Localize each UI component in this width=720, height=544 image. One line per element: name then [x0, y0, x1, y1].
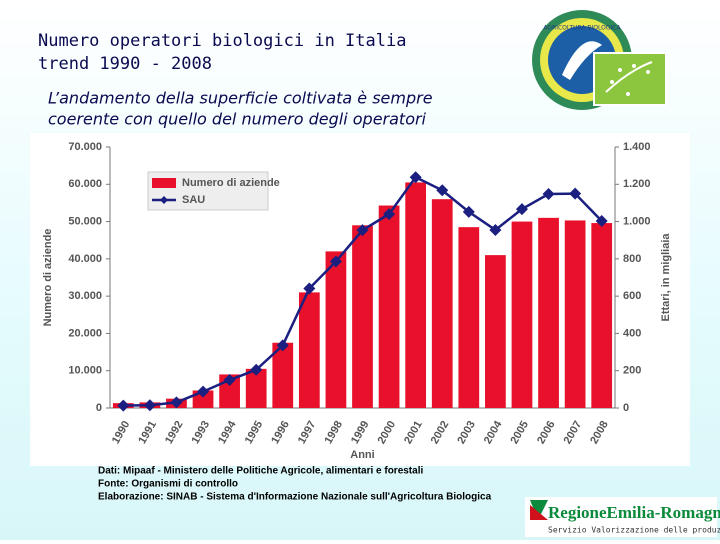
logo-box [525, 497, 717, 537]
legend-label: Numero di aziende [182, 177, 280, 189]
bar [485, 255, 506, 408]
chart: 0 10.000 20.000 30.000 40.000 50.000 60.000 70.… [42, 141, 672, 461]
marker [595, 215, 608, 228]
bar [564, 220, 586, 408]
marker [409, 171, 422, 184]
marker [223, 374, 236, 387]
marker [356, 224, 369, 237]
bar [378, 205, 400, 408]
subtitle: coerente con quello del numero degli ope… [48, 110, 427, 129]
y-tick-label: 40.000 [68, 253, 102, 265]
y-tick-label: 20.000 [68, 327, 102, 339]
footer: Elaborazione: SINAB - Sistema d'Informaz… [98, 492, 492, 503]
marker [250, 363, 263, 376]
logo-caption: Servizio Valorizzazione delle produzioni [548, 526, 720, 535]
title: trend 1990 - 2008 [38, 54, 212, 74]
legend-swatch [152, 178, 176, 188]
y2-axis-title: Ettari, in migliaia [660, 233, 672, 322]
marker [276, 339, 289, 352]
y2-tick-label: 400 [623, 327, 641, 339]
marker [143, 399, 156, 412]
marker [197, 385, 210, 398]
y2-tick-label: 0 [623, 402, 629, 414]
bar [458, 227, 480, 408]
y2-tick-label: 200 [623, 365, 641, 377]
marker [383, 208, 396, 221]
bar [352, 225, 373, 408]
badge-text: AGRICOLTURA BIOLOGICA [543, 25, 621, 32]
bar [405, 182, 427, 408]
y2-tick-label: 600 [623, 290, 641, 302]
footer: Dati: Mipaaf - Ministero delle Politiche… [98, 466, 423, 477]
marker [515, 203, 528, 216]
y-tick-label: 70.000 [68, 141, 102, 153]
marker [569, 187, 582, 200]
title: Numero operatori biologici in Italia [38, 31, 406, 51]
marker [303, 282, 316, 295]
marker [170, 396, 183, 409]
logo-mark [530, 505, 548, 520]
y2-tick-label: 1.200 [623, 178, 651, 190]
y-tick-label: 30.000 [68, 290, 102, 302]
legend-swatch [160, 196, 168, 204]
bar [538, 217, 559, 408]
bar [272, 342, 294, 408]
marker [462, 205, 475, 218]
bar [298, 292, 320, 408]
marker [436, 184, 449, 197]
marker [489, 223, 502, 236]
y2-tick-label: 1.000 [623, 215, 651, 227]
y-tick-label: 10.000 [68, 365, 102, 377]
y2-tick-label: 800 [623, 253, 641, 265]
marker [329, 255, 342, 268]
logo: RegioneEmilia-Romagna [548, 503, 720, 522]
bar [325, 251, 347, 408]
bar [591, 223, 613, 408]
bar [245, 368, 267, 408]
y-tick-label: 0 [96, 402, 102, 414]
subtitle: L’andamento della superficie coltivata è… [48, 89, 433, 108]
bar [511, 221, 533, 408]
logo-mark [530, 500, 548, 520]
footer: Fonte: Organismi di controllo [98, 479, 238, 490]
bar [431, 199, 453, 408]
y-axis-title: Numero di aziende [42, 229, 54, 327]
marker [117, 399, 130, 412]
y-tick-label: 50.000 [68, 215, 102, 227]
organic-badge: AGRICOLTURA BIOLOGICA [532, 10, 667, 110]
legend-box [147, 171, 269, 211]
x-axis-title: Anni [350, 449, 374, 461]
y-tick-label: 60.000 [68, 178, 102, 190]
legend-label: SAU [182, 194, 205, 206]
marker [542, 187, 555, 200]
y2-tick-label: 1.400 [623, 141, 651, 153]
